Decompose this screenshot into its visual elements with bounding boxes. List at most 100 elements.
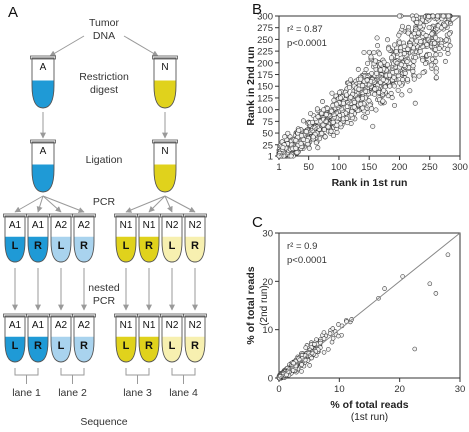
- tumor-label: Tumor: [89, 17, 119, 29]
- y-tick-label: 10: [262, 325, 273, 336]
- data-point: [424, 42, 430, 48]
- data-point: [436, 45, 442, 51]
- data-point: [410, 68, 416, 74]
- tube-liquid: [185, 336, 205, 362]
- data-point: [321, 350, 327, 355]
- data-point: [294, 150, 300, 155]
- tube-body: [184, 315, 206, 363]
- tube-body: [27, 315, 49, 363]
- nested-pcr-label: PCR: [93, 295, 116, 307]
- data-point: [388, 90, 394, 96]
- x-axis-title: % of total reads: [330, 399, 408, 411]
- data-point: [308, 111, 314, 117]
- panel-label-c: C: [252, 214, 263, 231]
- data-point: [416, 73, 422, 79]
- data-point: [398, 62, 404, 68]
- data-point: [394, 69, 399, 75]
- data-point: [326, 347, 331, 352]
- digest-label: digest: [90, 84, 118, 96]
- tube-label: N: [161, 146, 168, 157]
- data-point: [433, 52, 439, 58]
- tube-label: N1: [143, 220, 156, 231]
- tubes-and-arrows: A N A N A1 L A1 L A1 R A1 R A2 L A2 L A2 R A2 R N1 L N1 L N1 R N1 R…: [3, 55, 207, 399]
- data-point: [426, 14, 432, 20]
- tube-lip: [26, 213, 50, 218]
- arrow-pcr-n-0: [125, 195, 166, 213]
- data-point: [386, 46, 392, 52]
- tube-n-digest: N: [152, 55, 178, 109]
- data-point: [397, 80, 403, 86]
- data-point: [284, 372, 289, 378]
- tube-nested-A2-R: A2 R: [72, 313, 96, 363]
- data-point: [368, 54, 374, 60]
- data-point: [314, 106, 320, 112]
- tube-side-label: L: [123, 340, 130, 352]
- tube-lip: [137, 213, 161, 218]
- data-point: [299, 369, 304, 374]
- data-point: [437, 51, 443, 57]
- data-point: [395, 87, 401, 93]
- data-point: [404, 76, 410, 82]
- data-point: [407, 42, 413, 48]
- data-point: [349, 108, 355, 114]
- data-point: [360, 83, 366, 89]
- x-axis-title: Rank in 1st run: [332, 177, 408, 189]
- data-point: [422, 61, 428, 67]
- tube-liquid: [162, 336, 182, 362]
- data-point: [378, 67, 384, 73]
- data-point: [423, 33, 429, 38]
- tube-lip: [72, 313, 96, 318]
- data-point: [433, 69, 439, 75]
- data-point: [402, 70, 408, 76]
- data-point: [410, 63, 416, 69]
- tube-body: [4, 315, 26, 363]
- tube-lip: [160, 313, 184, 318]
- panel-label-a: A: [8, 4, 18, 21]
- tube-liquid: [162, 236, 182, 262]
- data-point: [298, 141, 304, 147]
- data-point: [306, 145, 312, 151]
- tube-liquid: [32, 80, 54, 108]
- arrow-pcr-n-1: [148, 195, 166, 213]
- data-point: [391, 83, 397, 89]
- r-squared-label: r² = 0.87: [287, 24, 323, 35]
- tube-side-label: L: [123, 240, 130, 252]
- data-point: [391, 42, 397, 48]
- y-tick-label: 200: [257, 58, 273, 69]
- data-point: [325, 124, 331, 130]
- data-point: [356, 86, 362, 92]
- data-point: [415, 30, 421, 36]
- data-point: [412, 54, 418, 60]
- data-point: [445, 51, 451, 56]
- data-point: [348, 94, 354, 100]
- tube-side-label: L: [169, 340, 176, 352]
- arrow-pcr-a-3: [42, 195, 85, 213]
- identity-line: [278, 232, 461, 379]
- data-point: [310, 134, 316, 140]
- data-point: [396, 32, 402, 38]
- data-point: [329, 108, 334, 114]
- data-point: [433, 59, 439, 65]
- data-point: [331, 133, 337, 139]
- pcr-label: PCR: [93, 196, 116, 208]
- tube-lip: [183, 213, 207, 218]
- y-tick-label: 300: [257, 12, 273, 23]
- tube-side-label: R: [191, 240, 199, 252]
- data-point: [414, 19, 420, 25]
- data-point: [369, 106, 375, 112]
- tube-body: [138, 315, 160, 363]
- workflow-diagram: Tumor DNA Restriction digest Ligation PC…: [3, 17, 207, 428]
- y-tick-label: 250: [257, 35, 273, 46]
- data-point: [433, 35, 439, 41]
- tube-pcr-N2-L: N2 L: [160, 213, 184, 263]
- tube-label: N1: [120, 320, 133, 331]
- data-point: [432, 40, 438, 46]
- tube-nested-A1-L: A1 L: [3, 313, 27, 363]
- data-point: [315, 114, 321, 120]
- data-point: [293, 145, 299, 151]
- data-point: [351, 99, 357, 105]
- tube-body: [27, 215, 49, 263]
- data-point: [382, 286, 387, 291]
- tube-body: [50, 215, 72, 263]
- tube-body: [31, 141, 55, 193]
